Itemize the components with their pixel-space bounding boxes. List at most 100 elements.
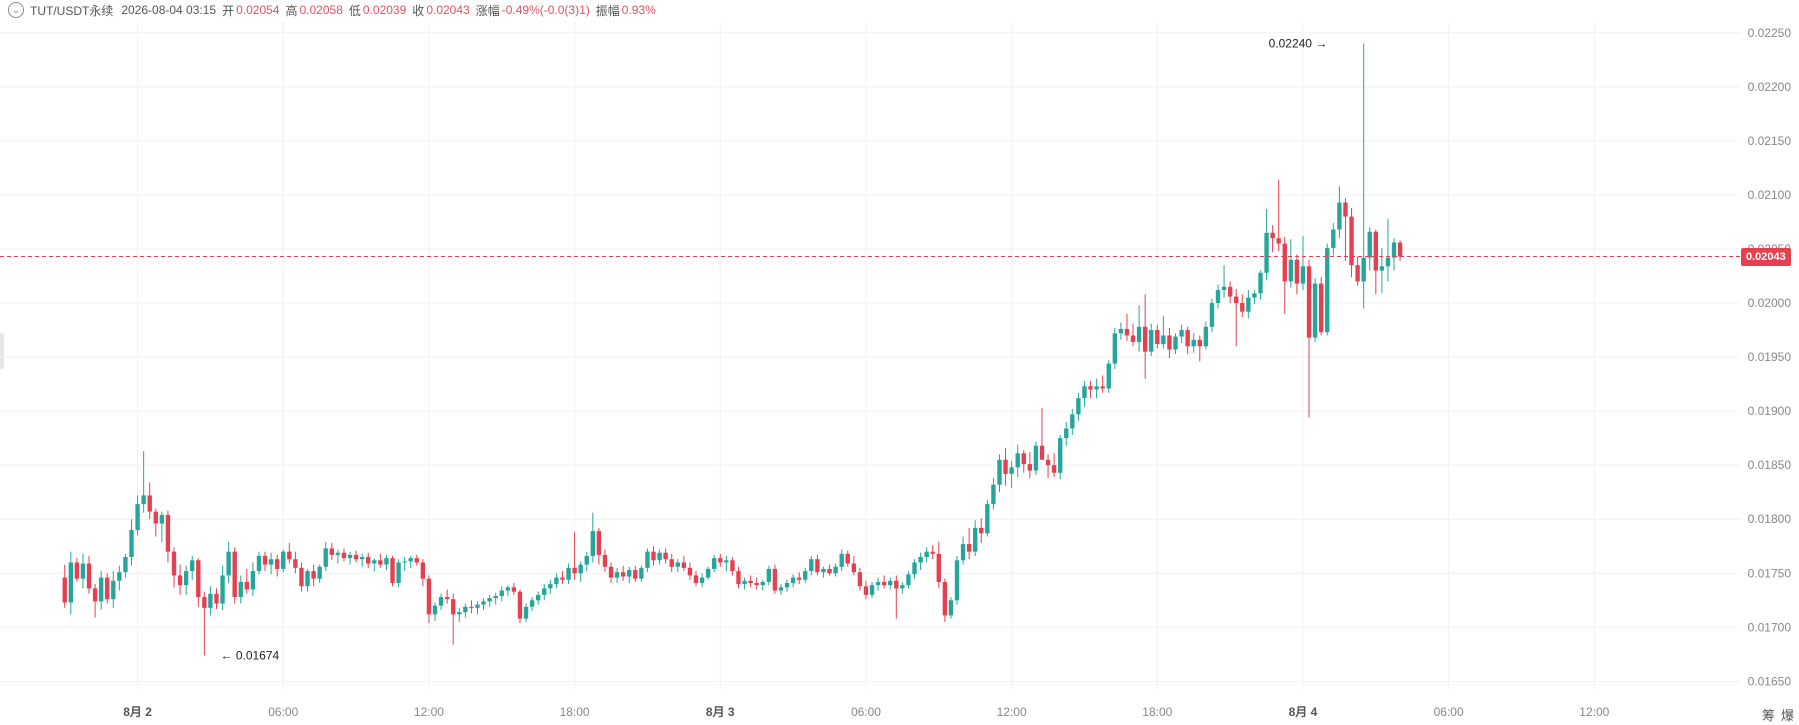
high-value: 0.02058 [299, 3, 343, 17]
candle-body [62, 577, 67, 603]
candle-body [1209, 303, 1215, 327]
candle-body [730, 560, 735, 572]
candle-body [1149, 330, 1154, 352]
liquidation-button[interactable]: 爆 [1781, 708, 1795, 723]
candle-body [1106, 363, 1111, 389]
candle-body [1027, 464, 1033, 471]
candle-body [930, 551, 935, 554]
candle-body [165, 514, 171, 552]
candle-body [487, 598, 492, 602]
candle-body [517, 591, 523, 619]
candle-body [1227, 286, 1233, 297]
candle-body [329, 548, 334, 555]
change-label: 涨幅 [475, 3, 500, 18]
x-tick-label: 8月 3 [706, 705, 735, 719]
candle-body [1039, 445, 1045, 460]
candle-body [171, 551, 177, 576]
candle-body [966, 544, 972, 552]
candle-body [147, 495, 152, 512]
candle-body [196, 560, 201, 598]
candle-body [1246, 297, 1251, 312]
candle-body [918, 557, 923, 563]
candle-body [366, 557, 371, 564]
drawing-toolbar-handle[interactable] [0, 333, 4, 369]
candle-body [784, 582, 790, 588]
candle-body [797, 577, 802, 580]
chips-button[interactable]: 筹 [1762, 708, 1776, 723]
candle-body [1161, 335, 1166, 345]
candle-body [208, 593, 213, 608]
candle-body [693, 575, 699, 583]
candle-body [1282, 243, 1287, 282]
candle-body [833, 566, 838, 574]
candle-body [754, 582, 759, 586]
candle-body [1240, 303, 1245, 312]
candle-body [153, 511, 158, 524]
candle-body [924, 551, 929, 558]
candle-body [1288, 259, 1294, 282]
candle-body [1051, 465, 1057, 473]
candle-body [190, 560, 195, 572]
candle-body [202, 597, 207, 608]
candle-body [608, 566, 614, 578]
candle-body [821, 568, 826, 573]
candle-body [1355, 265, 1360, 282]
candle-body [420, 562, 426, 579]
candle-body [906, 574, 911, 586]
candle-body [86, 563, 92, 589]
candle-body [881, 581, 887, 586]
candle-body [875, 581, 881, 586]
candle-body [1319, 283, 1324, 333]
candle-body [1276, 238, 1281, 244]
candle-body [232, 551, 237, 598]
low-label: 低 [348, 3, 361, 18]
ohlc-header: ⌄ TUT/USDT永续 2026-08-04 03:15 开 0.02054 … [0, 0, 656, 20]
x-tick-label: 12:00 [1579, 705, 1609, 719]
candle-body [948, 600, 954, 616]
candle-body [1343, 202, 1348, 217]
candle-body [663, 552, 668, 560]
candle-body [214, 593, 219, 604]
candle-body [991, 484, 996, 505]
collapse-chevron-icon[interactable]: ⌄ [8, 2, 24, 18]
candle-body [536, 594, 541, 601]
candle-body [548, 584, 553, 589]
candle-body [1118, 328, 1124, 334]
candle-body [1397, 242, 1403, 257]
y-tick-label: 0.01700 [1748, 620, 1792, 634]
candle-body [772, 568, 778, 591]
candle-body [1155, 330, 1160, 345]
candle-body [281, 551, 286, 569]
candle-datetime: 2026-08-04 03:15 [121, 3, 217, 17]
candle-body [639, 567, 644, 579]
close-label: 收 [412, 3, 425, 18]
candle-body [1088, 386, 1093, 390]
candle-body [857, 572, 863, 587]
x-tick-label: 8月 4 [1289, 705, 1318, 719]
candle-body [584, 555, 589, 565]
y-tick-label: 0.02100 [1748, 188, 1792, 202]
high-label: 高 [285, 3, 298, 18]
candle-body [912, 562, 917, 575]
candle-body [1373, 231, 1378, 271]
symbol-name[interactable]: TUT/USDT永续 [30, 3, 114, 18]
open-value: 0.02054 [236, 3, 280, 17]
candle-body [578, 564, 583, 574]
candle-body [293, 559, 298, 568]
candle-body [183, 571, 189, 586]
candle-body [432, 605, 438, 615]
x-tick-label: 18:00 [1142, 705, 1172, 719]
candle-body [1361, 257, 1366, 282]
candle-body [317, 566, 322, 579]
candle-body [92, 588, 98, 602]
candle-body [438, 597, 444, 606]
candle-body [1385, 257, 1391, 267]
candle-body [98, 577, 104, 602]
candle-body [1294, 259, 1300, 284]
candle-body [1142, 326, 1148, 352]
candle-body [1009, 467, 1014, 474]
candle-body [960, 544, 966, 561]
candle-body [335, 552, 341, 555]
candle-body [529, 600, 535, 607]
